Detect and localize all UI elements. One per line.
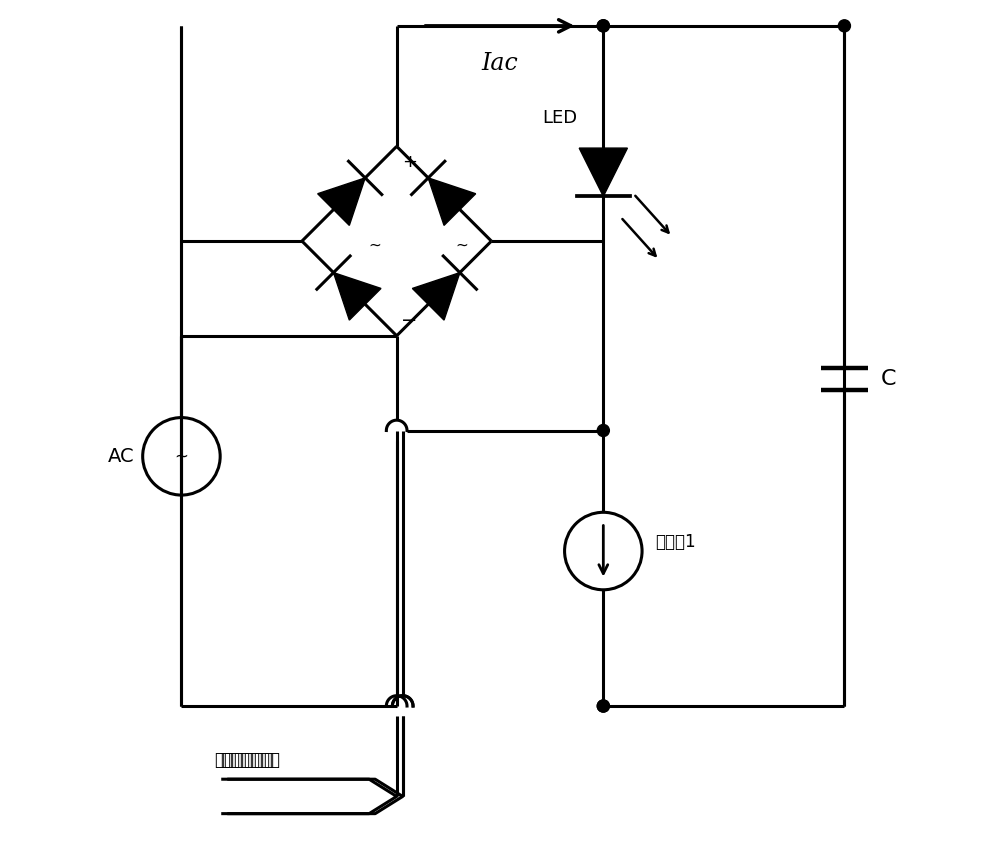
Text: ~: ~ (174, 448, 188, 465)
Polygon shape (333, 273, 381, 320)
Text: C: C (881, 369, 896, 389)
Text: Iac: Iac (482, 52, 518, 75)
Text: 调光信号输入: 调光信号输入 (214, 751, 274, 769)
Circle shape (597, 20, 609, 32)
Text: AC: AC (107, 447, 134, 466)
Text: LED: LED (542, 108, 577, 127)
Text: −: − (401, 311, 418, 330)
Polygon shape (428, 178, 476, 226)
Text: 调光信号输入: 调光信号输入 (220, 751, 280, 769)
Circle shape (597, 700, 609, 712)
Circle shape (597, 424, 609, 437)
Polygon shape (412, 273, 460, 320)
Circle shape (597, 20, 609, 32)
Text: +: + (402, 153, 417, 170)
Polygon shape (579, 148, 627, 196)
Polygon shape (318, 178, 365, 226)
Text: ~: ~ (369, 238, 382, 253)
Text: ~: ~ (455, 238, 468, 253)
Circle shape (838, 20, 850, 32)
Circle shape (597, 700, 609, 712)
Text: 恒流源1: 恒流源1 (655, 534, 696, 551)
